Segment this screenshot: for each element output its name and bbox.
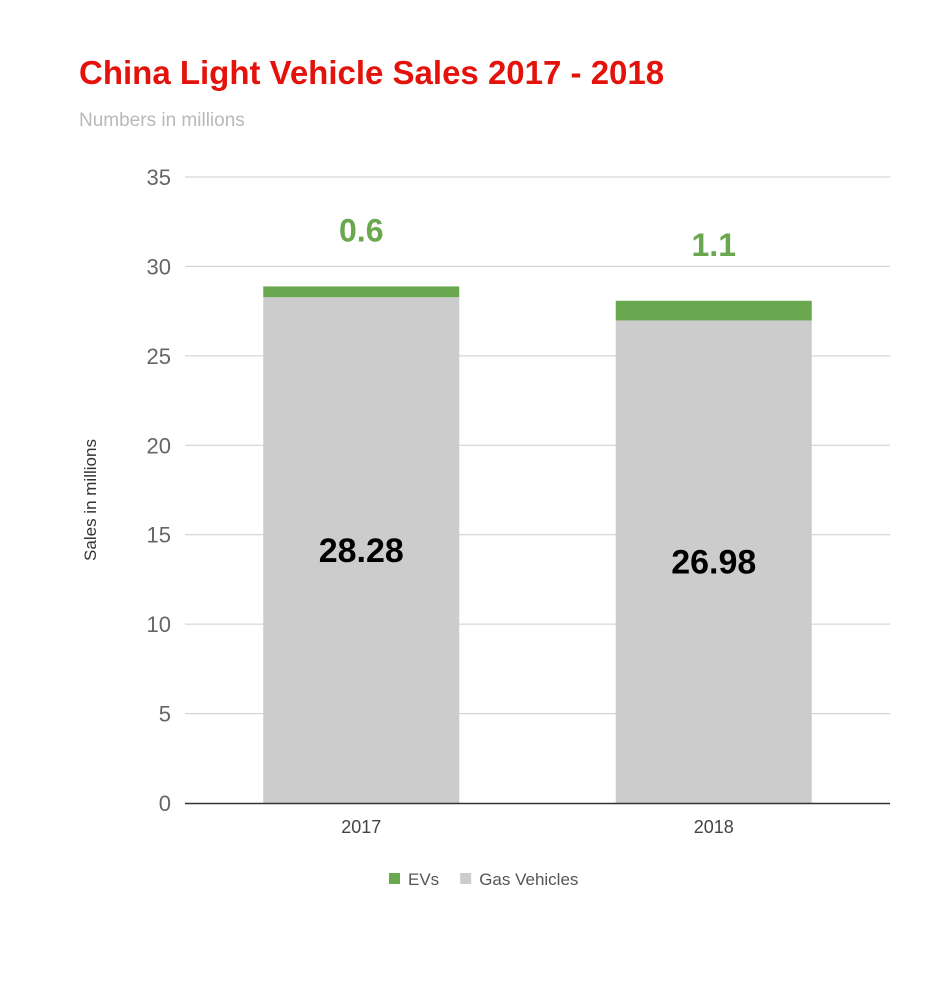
y-tick-label: 5 [159,702,171,727]
legend-swatch-evs [389,873,400,884]
y-tick-label: 30 [147,254,171,279]
bars [263,286,812,803]
legend-swatch-gas-vehicles [460,873,472,884]
data-labels: 28.28 0.6 26.98 1.1 [319,212,757,581]
legend: EVs Gas Vehicles [389,870,578,889]
chart-subtitle: Numbers in millions [79,110,245,131]
y-axis-label: Sales in millions [81,439,100,561]
bar-evs-2018 [615,300,812,321]
bar-gas-vehicles-2018 [615,320,812,803]
bar-gas-vehicles-2017 [263,297,460,803]
x-tick-label: 2018 [694,817,734,837]
x-tick-label: 2017 [341,817,381,837]
y-tick-label: 25 [147,344,171,369]
chart-title: China Light Vehicle Sales 2017 - 2018 [79,54,665,91]
y-axis-ticks: 0 5 10 15 20 25 30 35 [147,165,171,816]
bar-evs-2017 [263,286,460,298]
y-tick-label: 0 [159,791,171,816]
data-label-gas-vehicles-2017: 28.28 [319,532,404,570]
legend-label-gas-vehicles: Gas Vehicles [479,870,578,889]
x-axis-ticks: 2017 2018 [341,817,734,837]
y-tick-label: 10 [147,612,171,637]
legend-label-evs: EVs [408,870,439,889]
data-label-evs-2018: 1.1 [692,227,736,263]
data-label-evs-2017: 0.6 [339,212,383,248]
y-tick-label: 35 [147,165,171,190]
data-label-gas-vehicles-2018: 26.98 [671,544,756,582]
y-tick-label: 15 [147,523,171,548]
y-tick-label: 20 [147,433,171,458]
